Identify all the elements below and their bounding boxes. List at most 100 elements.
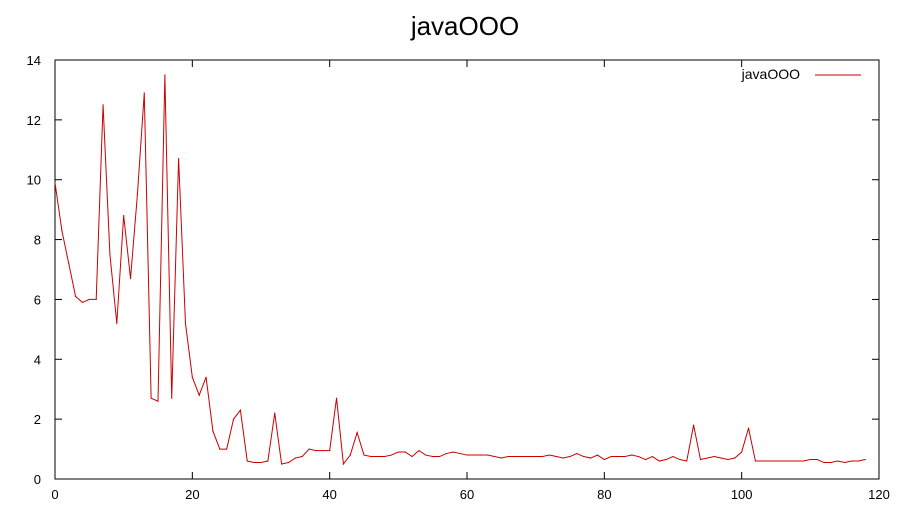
data-point [377,455,379,458]
data-point [54,182,56,184]
data-point [473,454,475,456]
data-point [81,301,84,304]
data-point [837,460,839,462]
series-line [54,74,866,466]
data-point [205,376,207,378]
data-point [727,458,729,461]
y-tick-label: 8 [34,233,41,248]
y-tick-label: 14 [27,53,41,68]
data-point [274,412,276,414]
data-point [576,452,578,455]
data-point [569,455,571,458]
data-point [356,432,358,434]
data-point [665,458,667,461]
x-tick-label: 0 [51,487,58,502]
data-point [706,457,708,459]
data-point [390,454,393,456]
data-point [631,454,633,456]
data-point [651,455,654,458]
data-point [411,455,413,458]
data-point [226,448,228,450]
data-point [782,460,784,462]
data-point [521,455,523,458]
data-point [638,455,640,458]
data-point [150,397,152,399]
data-point [157,400,159,402]
data-point [596,454,599,456]
data-point [514,455,516,458]
x-tick-label: 120 [868,487,890,502]
data-point [363,454,365,456]
data-point [253,461,255,464]
data-point [445,452,447,455]
x-tick-label: 20 [185,487,199,502]
legend: javaOOO [741,66,861,82]
data-point [761,460,763,462]
data-point [754,460,757,462]
data-point [109,253,111,256]
y-tick-label: 6 [34,292,41,307]
data-point [260,461,262,464]
data-point [287,461,290,464]
y-tick-label: 2 [34,412,41,427]
plot-frame [54,59,880,480]
y-tick-label: 0 [34,472,41,487]
data-point [335,397,338,399]
data-point [507,455,509,458]
data-point [425,454,427,456]
data-point [850,460,853,462]
data-point [404,451,406,453]
data-point [686,460,688,462]
data-point [184,322,187,324]
data-point [349,454,351,456]
data-point [143,92,145,94]
chart-title: javaOOO [410,11,519,41]
data-point [88,298,90,301]
data-point [500,457,502,459]
data-point [535,455,537,458]
data-point [232,418,235,420]
data-point [672,455,674,458]
y-tick-label: 10 [27,173,41,188]
data-point [562,457,564,459]
data-point [452,451,454,453]
data-point [95,298,97,301]
y-tick-label: 4 [34,352,41,367]
y-tick-label: 12 [27,113,41,128]
data-point [720,457,722,459]
data-point [281,463,283,465]
data-point [75,295,77,298]
data-point [555,455,557,458]
data-point [610,455,612,458]
data-point [432,455,434,458]
data-point [775,460,777,462]
data-point [796,460,798,462]
data-point [438,455,441,458]
data-point [583,455,585,458]
data-point [624,455,626,458]
data-point [713,455,715,458]
data-point [493,455,496,458]
y-axis: 0 2 4 6 8 10 12 14 [27,53,879,487]
data-point [384,455,386,458]
data-point [61,229,63,232]
data-point [342,463,344,465]
data-point [590,457,592,459]
data-point [68,262,70,265]
data-point [480,454,482,456]
data-point [239,409,241,411]
x-tick-label: 60 [460,487,474,502]
data-point [219,448,221,450]
data-point [693,424,695,426]
data-point [864,458,866,461]
data-point [466,454,468,456]
data-point [541,455,544,458]
x-tick-label: 100 [731,487,753,502]
data-point [267,460,269,462]
data-point [789,460,791,462]
data-point [212,430,214,432]
data-point [397,451,399,453]
data-point [116,322,118,324]
data-point [418,449,420,452]
